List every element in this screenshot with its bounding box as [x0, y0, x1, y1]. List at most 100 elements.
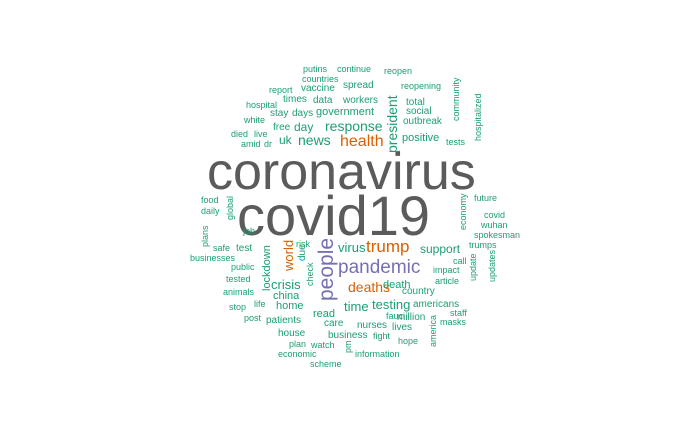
word-uk: uk — [305, 136, 307, 137]
word-scheme: scheme — [310, 359, 342, 369]
word-masks: masks — [440, 317, 467, 327]
word-vaccine: vaccine — [301, 83, 335, 94]
word-free: free — [273, 122, 291, 133]
word-food: food — [201, 195, 219, 205]
word-countries: countries — [302, 74, 339, 84]
word-tests: tests — [446, 137, 466, 147]
word-americans: americans — [413, 299, 460, 310]
word-article: article — [435, 276, 460, 286]
word-covid: covid — [484, 210, 506, 220]
word-virus: virus — [338, 240, 366, 255]
word-data: data — [313, 95, 333, 106]
word-businesses: businesses — [190, 253, 236, 263]
word-economy: economy — [458, 193, 468, 230]
word-plan: plan — [289, 339, 307, 349]
word-wuhan: wuhan — [481, 220, 508, 230]
word-life: life — [254, 299, 266, 309]
word-putins: putins — [303, 64, 328, 74]
word-covid19: covid19 — [237, 184, 431, 247]
word-lockdown: lockdown — [261, 245, 273, 291]
word-animals: animals — [223, 287, 255, 297]
word-times: times — [283, 94, 307, 105]
word-updates: updates — [487, 249, 497, 282]
word-read: read — [313, 308, 336, 320]
word-day: day — [294, 120, 314, 134]
word-positive: positive — [402, 132, 440, 144]
word-pm: pm — [343, 340, 353, 353]
word-dr: dr — [264, 139, 273, 149]
word-stop: stop — [229, 302, 247, 312]
word-hospitalized: hospitalized — [473, 93, 483, 141]
word-trump: trump — [366, 237, 410, 256]
word-plans: plans — [200, 225, 210, 247]
word-tested: tested — [226, 274, 251, 284]
word-deaths: deaths — [348, 279, 391, 295]
word-crisis: crisis — [271, 277, 301, 292]
word-million: million — [397, 312, 426, 323]
word-report: report — [269, 85, 293, 95]
word-global: global — [225, 195, 235, 220]
word-update: update — [468, 253, 478, 281]
word-continue: continue — [337, 64, 372, 74]
word-world: world — [281, 239, 296, 271]
word-stay: stay — [270, 108, 289, 119]
word-workers: workers — [343, 95, 379, 106]
word-social: social — [406, 106, 432, 117]
word-support: support — [420, 242, 461, 256]
word-house: house — [278, 328, 306, 339]
word-trumps: trumps — [469, 240, 497, 250]
word-care: care — [324, 318, 344, 329]
word-impact: impact — [433, 265, 460, 275]
word-uk: uk — [279, 133, 292, 147]
word-days: days — [292, 108, 314, 119]
word-news: news — [298, 132, 331, 148]
word-information: information — [355, 349, 400, 359]
word-spokesman: spokesman — [474, 230, 521, 240]
word-community: community — [451, 77, 461, 121]
word-fauci: fauci — [386, 311, 406, 321]
word-future: future — [474, 193, 498, 203]
word-reopen: reopen — [384, 66, 413, 76]
word-death: death — [383, 279, 411, 291]
word-hope: hope — [398, 336, 419, 346]
word-safe: safe — [213, 243, 231, 253]
word-country: country — [402, 286, 435, 297]
word-nurses: nurses — [357, 320, 388, 331]
word-call: call — [453, 256, 467, 266]
word-china: china — [273, 290, 300, 302]
word-patients: patients — [266, 315, 302, 326]
word-total: total — [406, 97, 425, 108]
word-job: job — [243, 226, 256, 236]
word-daily: daily — [201, 206, 220, 216]
word-america: america — [428, 314, 438, 347]
word-risk: risk — [296, 239, 310, 249]
word-president: president — [384, 95, 400, 153]
word-fight: fight — [373, 331, 391, 341]
word-test: test — [236, 243, 253, 254]
word-amid: amid — [241, 139, 261, 149]
word-public: public — [231, 262, 255, 272]
word-lives: lives — [392, 322, 413, 333]
word-pandemic: pandemic — [338, 257, 421, 278]
word-home: home — [276, 300, 304, 312]
word-people: people — [315, 237, 338, 301]
word-government: government — [316, 106, 375, 118]
word-response: response — [325, 118, 383, 134]
word-business: business — [328, 330, 368, 341]
word-hospital: hospital — [246, 100, 278, 110]
word-testing: testing — [372, 297, 411, 312]
word-died: died — [231, 129, 249, 139]
word-reopening: reopening — [401, 81, 442, 91]
word-coronavirus: coronavirus — [207, 143, 476, 201]
word-health: health — [340, 133, 384, 150]
word-watch: watch — [311, 340, 335, 350]
word-white: white — [244, 115, 266, 125]
word-spread: spread — [343, 80, 374, 91]
word-outbreak: outbreak — [403, 116, 442, 127]
word-time: time — [344, 299, 369, 314]
word-staff: staff — [450, 308, 467, 318]
word-post: post — [244, 313, 262, 323]
word-check: check — [305, 262, 315, 286]
word-economic: economic — [278, 349, 317, 359]
